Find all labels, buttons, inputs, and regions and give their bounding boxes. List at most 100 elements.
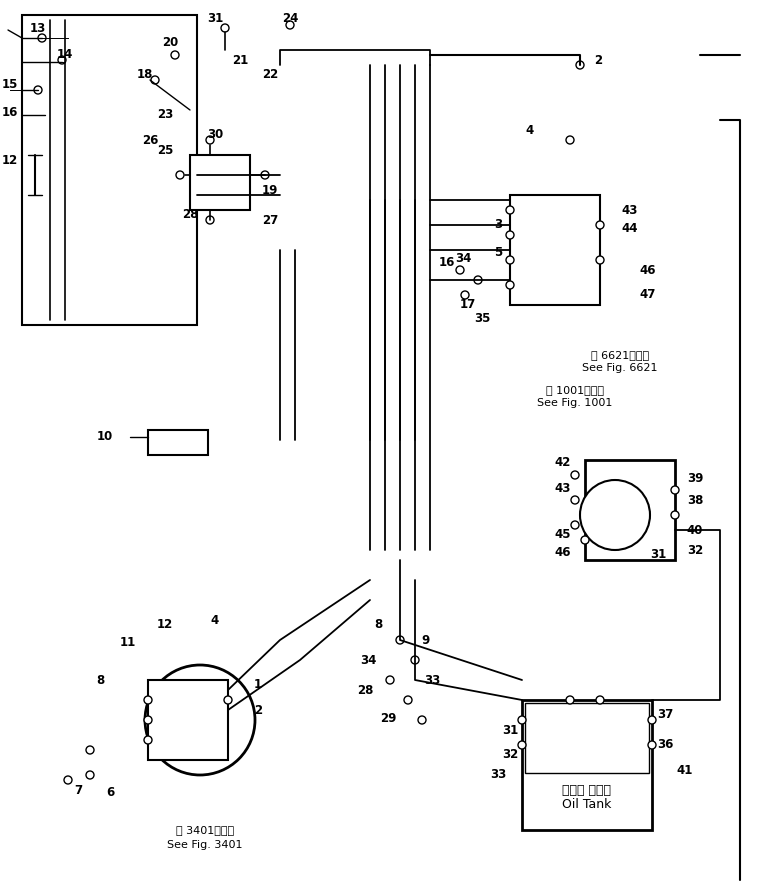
Text: 14: 14 bbox=[57, 49, 73, 62]
Circle shape bbox=[461, 291, 469, 299]
Circle shape bbox=[386, 676, 394, 684]
Text: 34: 34 bbox=[360, 653, 376, 667]
Circle shape bbox=[456, 266, 464, 274]
Circle shape bbox=[396, 636, 404, 644]
Text: 38: 38 bbox=[687, 493, 703, 507]
Text: 40: 40 bbox=[687, 523, 703, 537]
Bar bbox=[585, 460, 675, 560]
Text: 31: 31 bbox=[650, 548, 666, 561]
Circle shape bbox=[518, 741, 526, 749]
Circle shape bbox=[286, 21, 294, 29]
Circle shape bbox=[580, 480, 650, 550]
Circle shape bbox=[176, 171, 184, 179]
Text: 8: 8 bbox=[96, 674, 104, 687]
Circle shape bbox=[411, 656, 419, 664]
Bar bbox=[190, 155, 250, 210]
Text: 46: 46 bbox=[640, 263, 656, 277]
Text: 第 1001図参照: 第 1001図参照 bbox=[546, 385, 604, 395]
Text: 31: 31 bbox=[502, 723, 518, 736]
Text: 15: 15 bbox=[2, 79, 19, 92]
Text: See Fig. 6621: See Fig. 6621 bbox=[582, 363, 658, 373]
Text: 45: 45 bbox=[555, 529, 571, 542]
Text: 39: 39 bbox=[687, 471, 703, 484]
Circle shape bbox=[221, 24, 229, 32]
Text: 22: 22 bbox=[262, 68, 278, 81]
Text: 16: 16 bbox=[2, 106, 19, 119]
Circle shape bbox=[144, 736, 152, 744]
Text: 25: 25 bbox=[157, 143, 173, 156]
Text: 28: 28 bbox=[182, 209, 198, 222]
Text: 32: 32 bbox=[687, 544, 703, 557]
Circle shape bbox=[518, 716, 526, 724]
Circle shape bbox=[506, 231, 514, 239]
Text: 35: 35 bbox=[474, 311, 490, 324]
Circle shape bbox=[64, 776, 72, 784]
Text: 27: 27 bbox=[262, 214, 278, 226]
Circle shape bbox=[404, 696, 412, 704]
Text: 2: 2 bbox=[254, 704, 262, 717]
Text: 6: 6 bbox=[106, 786, 114, 798]
Text: 46: 46 bbox=[555, 546, 571, 560]
Circle shape bbox=[474, 276, 482, 284]
Text: 3: 3 bbox=[494, 218, 502, 232]
Text: 36: 36 bbox=[657, 738, 673, 751]
Text: 12: 12 bbox=[2, 154, 19, 166]
Text: 20: 20 bbox=[162, 35, 178, 49]
Text: 44: 44 bbox=[621, 222, 638, 234]
Bar bbox=[148, 680, 228, 760]
Text: 18: 18 bbox=[136, 68, 153, 81]
Circle shape bbox=[581, 536, 589, 544]
Text: 23: 23 bbox=[157, 109, 173, 121]
Circle shape bbox=[171, 51, 179, 59]
Circle shape bbox=[144, 696, 152, 704]
Text: See Fig. 3401: See Fig. 3401 bbox=[167, 840, 243, 850]
Text: 5: 5 bbox=[494, 247, 502, 260]
Circle shape bbox=[566, 696, 574, 704]
Text: 43: 43 bbox=[555, 482, 571, 494]
Circle shape bbox=[571, 521, 579, 529]
Text: Oil Tank: Oil Tank bbox=[562, 798, 611, 812]
Circle shape bbox=[571, 471, 579, 479]
Circle shape bbox=[418, 716, 426, 724]
Circle shape bbox=[58, 56, 66, 64]
Text: オイル タンク: オイル タンク bbox=[563, 783, 611, 796]
Circle shape bbox=[648, 716, 656, 724]
Text: 13: 13 bbox=[30, 21, 46, 34]
Text: 32: 32 bbox=[502, 749, 518, 761]
Text: 24: 24 bbox=[282, 11, 298, 25]
Bar bbox=[22, 15, 197, 325]
Text: 16: 16 bbox=[439, 256, 455, 270]
Text: 19: 19 bbox=[262, 184, 278, 196]
Text: 10: 10 bbox=[97, 431, 113, 444]
Text: 9: 9 bbox=[421, 634, 429, 646]
Text: 第 6621図参照: 第 6621図参照 bbox=[591, 350, 649, 360]
Circle shape bbox=[34, 86, 42, 94]
Text: 11: 11 bbox=[120, 636, 136, 650]
Circle shape bbox=[224, 696, 232, 704]
Bar bbox=[148, 430, 208, 455]
Text: See Fig. 1001: See Fig. 1001 bbox=[537, 398, 613, 408]
Text: 第 3401図参照: 第 3401図参照 bbox=[176, 825, 234, 835]
Text: 43: 43 bbox=[622, 203, 638, 217]
Text: 17: 17 bbox=[460, 299, 476, 311]
Text: 26: 26 bbox=[142, 133, 158, 147]
Text: 2: 2 bbox=[594, 54, 602, 66]
Bar bbox=[525, 703, 649, 773]
Circle shape bbox=[86, 771, 94, 779]
Bar bbox=[522, 700, 652, 830]
Text: 41: 41 bbox=[677, 764, 693, 776]
Circle shape bbox=[206, 216, 214, 224]
Text: 4: 4 bbox=[211, 613, 219, 627]
Text: 33: 33 bbox=[424, 674, 440, 687]
Circle shape bbox=[596, 256, 604, 264]
Circle shape bbox=[506, 281, 514, 289]
Circle shape bbox=[648, 741, 656, 749]
Text: 4: 4 bbox=[526, 124, 534, 136]
Text: 37: 37 bbox=[657, 708, 673, 721]
Circle shape bbox=[145, 665, 255, 775]
Text: 29: 29 bbox=[380, 712, 396, 725]
Circle shape bbox=[144, 716, 152, 724]
Text: 30: 30 bbox=[207, 128, 223, 141]
Text: 7: 7 bbox=[74, 783, 82, 796]
Circle shape bbox=[671, 511, 679, 519]
